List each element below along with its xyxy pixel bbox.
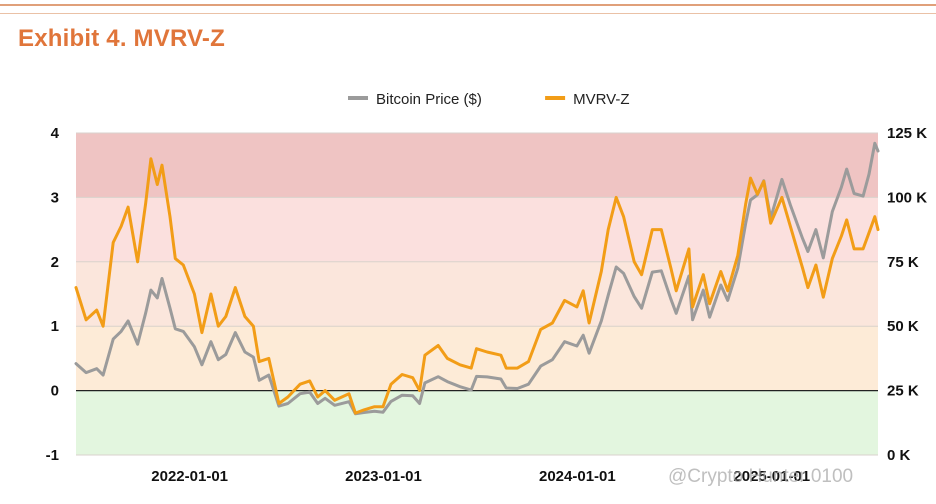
zone-band [76,390,878,455]
x-tick-label: 2022-01-01 [151,468,228,485]
x-tick-label: 2024-01-01 [539,468,616,485]
series-lines [74,141,880,416]
zone-band [76,133,878,198]
zone-bands [76,133,878,455]
left-axis: -1 0 1 2 3 4 [46,125,60,464]
y-left-tick-label: 2 [51,254,59,271]
x-axis: 2022-01-01 2023-01-01 2024-01-01 2025-01-01 [151,468,810,485]
right-axis: 0 K 25 K 50 K 75 K 100 K 125 K [887,125,927,464]
x-tick-label: 2023-01-01 [345,468,422,485]
y-left-tick-label: -1 [46,447,59,464]
zone-band [76,197,878,262]
x-tick-label: 2025-01-01 [733,468,810,485]
series-line-mvrv-z [74,157,880,415]
y-right-tick-label: 100 K [887,189,927,206]
zone-band [76,261,878,327]
y-left-tick-label: 1 [51,318,59,335]
top-rule-thin [0,13,936,14]
y-left-tick-label: 0 [51,383,59,400]
y-left-tick-label: 4 [51,125,60,142]
exhibit-title: Exhibit 4. MVRV-Z [18,25,225,52]
y-right-tick-label: 125 K [887,125,927,142]
y-left-tick-label: 3 [51,189,59,206]
y-right-tick-label: 50 K [887,318,919,335]
y-right-tick-label: 75 K [887,254,919,271]
legend-label: MVRV-Z [573,91,629,108]
zone-band [76,326,878,391]
watermark: @Crypto Hunter 0100 [668,466,854,487]
legend: Bitcoin Price ($) MVRV-Z [348,91,630,108]
grid-lines [76,132,878,456]
top-rule [0,4,936,6]
y-right-tick-label: 25 K [887,383,919,400]
legend-label: Bitcoin Price ($) [376,91,482,108]
y-right-tick-label: 0 K [887,447,911,464]
